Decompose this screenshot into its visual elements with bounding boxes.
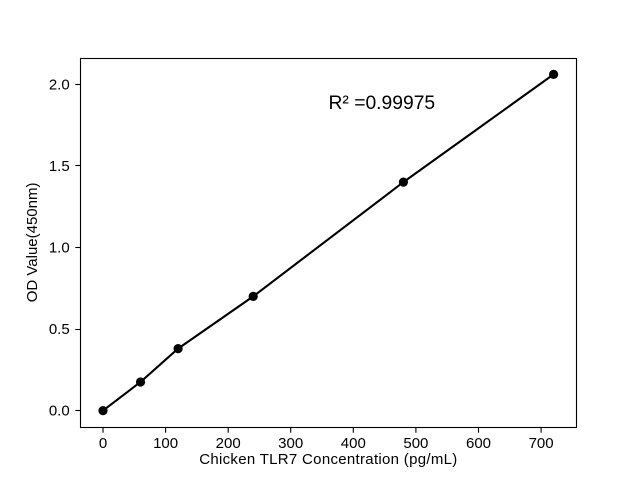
svg-text:1.5: 1.5	[49, 158, 70, 175]
svg-text:1.0: 1.0	[49, 240, 70, 257]
svg-text:0: 0	[99, 435, 107, 452]
svg-text:500: 500	[403, 435, 428, 452]
svg-text:0.5: 0.5	[49, 321, 70, 338]
svg-text:400: 400	[341, 435, 366, 452]
svg-text:300: 300	[278, 435, 303, 452]
svg-text:R² =0.99975: R² =0.99975	[329, 93, 436, 114]
svg-text:OD Value(450nm): OD Value(450nm)	[24, 183, 41, 303]
svg-text:100: 100	[153, 435, 178, 452]
svg-text:0.0: 0.0	[49, 403, 70, 420]
svg-text:2.0: 2.0	[49, 76, 70, 93]
svg-text:Chicken TLR7 Concentration (pg: Chicken TLR7 Concentration (pg/mL)	[199, 451, 457, 468]
svg-text:200: 200	[216, 435, 241, 452]
svg-text:700: 700	[529, 435, 554, 452]
svg-text:600: 600	[466, 435, 491, 452]
